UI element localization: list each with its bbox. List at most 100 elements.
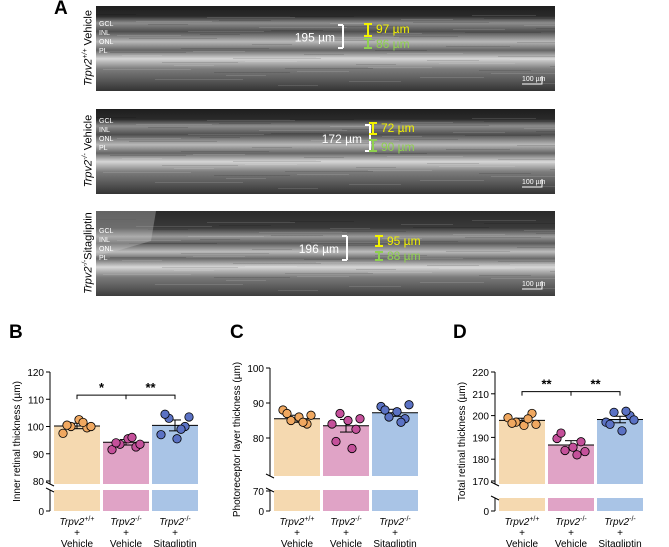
data-point <box>135 439 145 449</box>
data-point <box>111 438 121 448</box>
data-point <box>78 417 88 428</box>
y-tick-label: 90 <box>253 399 265 410</box>
outer-thickness-label: 88 µm <box>387 249 421 263</box>
y-tick-label: 0 <box>483 507 489 518</box>
data-point <box>127 432 137 443</box>
category-label: Trpv2-/- <box>110 516 142 528</box>
category-treatment: Vehicle <box>506 539 539 547</box>
category-treatment: Vehicle <box>61 539 94 547</box>
layer-label-inl: INL <box>99 127 110 134</box>
data-point <box>404 400 414 410</box>
category-label: Trpv2-/- <box>604 516 636 528</box>
category-plus: + <box>74 528 80 539</box>
category-label: Trpv2-/- <box>555 516 587 528</box>
data-point <box>62 420 72 430</box>
data-point <box>580 446 590 457</box>
oct-image-3: GCL INL ONL PL 196 µm 95 µm 88 µm 100 µm <box>96 211 555 296</box>
y-tick-label: 170 <box>472 477 489 488</box>
inner-thickness-chart: 80 90 100 110 120 0 Inner retinal thickness (µ… <box>12 368 202 547</box>
data-point <box>609 407 619 417</box>
layer-label-gcl: GCL <box>99 21 114 28</box>
bar <box>274 418 320 511</box>
row-label-3: Trpv2-/-Sitagliptin <box>82 212 95 294</box>
data-point <box>392 407 402 417</box>
y-tick-label: 100 <box>247 364 264 375</box>
category-plus: + <box>392 528 398 539</box>
category-treatment: Sitagliptin <box>153 539 196 547</box>
layer-label-gcl: GCL <box>99 118 114 125</box>
data-point <box>556 428 566 438</box>
data-point <box>523 414 533 424</box>
category-treatment: Vehicle <box>330 539 363 547</box>
category-plus: + <box>123 528 129 539</box>
bar <box>323 425 369 511</box>
panel-label-d: D <box>453 322 467 343</box>
y-tick-label: 70 <box>253 487 265 498</box>
category-plus: + <box>343 528 349 539</box>
data-point <box>335 408 345 419</box>
scale-bar-label: 100 µm <box>522 179 546 186</box>
data-point <box>576 437 586 447</box>
oct-image-2: GCL INL ONL PL 172 µm 72 µm 90 µm 100 µm <box>96 109 555 194</box>
data-point <box>286 415 296 426</box>
layer-label-onl: ONL <box>99 136 114 143</box>
category-treatment: Sitagliptin <box>373 539 416 547</box>
data-point <box>617 426 627 436</box>
significance-bracket <box>521 391 572 396</box>
category-label: Trpv2-/- <box>379 516 411 528</box>
y-tick-label: 90 <box>33 450 45 461</box>
data-point <box>519 420 529 431</box>
scale-bar <box>522 281 543 290</box>
data-point <box>396 417 406 427</box>
data-point <box>306 410 316 420</box>
category-treatment: Vehicle <box>110 539 143 547</box>
bar <box>372 412 418 511</box>
data-point <box>327 419 337 429</box>
data-point <box>629 415 639 425</box>
significance-bracket <box>125 394 176 400</box>
data-point <box>58 428 68 438</box>
data-point <box>572 450 582 460</box>
y-axis-label: Total retinal thickness (µm) <box>457 382 468 501</box>
row-label-2: Trpv2-/- Vehicle <box>82 114 95 188</box>
y-axis-label: Photoreceptor layer thickness (µm) <box>232 362 243 517</box>
total-thickness-label: 195 µm <box>295 31 335 45</box>
layer-label-inl: INL <box>99 237 110 244</box>
total-thickness-chart: 170 180 190 200 210 220 0 Total retinal thickne… <box>457 368 647 547</box>
significance-label: ** <box>145 380 156 395</box>
layer-label-inl: INL <box>99 30 110 37</box>
data-point <box>351 424 361 434</box>
total-thickness-label: 196 µm <box>299 242 339 256</box>
scale-bar <box>522 76 543 85</box>
bar <box>548 445 594 511</box>
data-point <box>384 412 394 422</box>
category-plus: + <box>568 528 574 539</box>
data-point <box>343 415 353 426</box>
y-tick-label: 100 <box>27 423 44 434</box>
y-tick-label: 210 <box>472 390 489 401</box>
y-axis-label: Inner retinal thickness (µm) <box>12 381 23 502</box>
scale-bar-label: 100 µm <box>522 281 546 288</box>
significance-bracket <box>570 391 621 396</box>
data-point <box>507 418 517 428</box>
y-tick-label: 80 <box>253 434 265 445</box>
scale-bar-label: 100 µm <box>522 76 546 83</box>
category-treatment: Vehicle <box>281 539 314 547</box>
inner-thickness-label: 95 µm <box>387 234 421 248</box>
y-tick-label: 80 <box>33 477 45 488</box>
inner-thickness-label: 97 µm <box>376 22 410 36</box>
significance-bracket <box>76 394 127 400</box>
oct-image-1: GCL INL ONL PL 195 µm 97 µm 86 µm 100 µm <box>96 6 555 91</box>
outer-thickness-label: 90 µm <box>381 140 415 154</box>
inner-thickness-label: 72 µm <box>381 121 415 135</box>
y-tick-label: 0 <box>38 507 44 518</box>
data-point <box>347 443 357 454</box>
layer-label-gcl: GCL <box>99 228 114 235</box>
y-tick-label: 0 <box>258 507 264 518</box>
data-point <box>605 419 615 429</box>
y-tick-label: 190 <box>472 433 489 444</box>
category-plus: + <box>172 528 178 539</box>
category-treatment: Sitagliptin <box>598 539 641 547</box>
category-treatment: Vehicle <box>555 539 588 547</box>
y-tick-label: 200 <box>472 412 489 423</box>
